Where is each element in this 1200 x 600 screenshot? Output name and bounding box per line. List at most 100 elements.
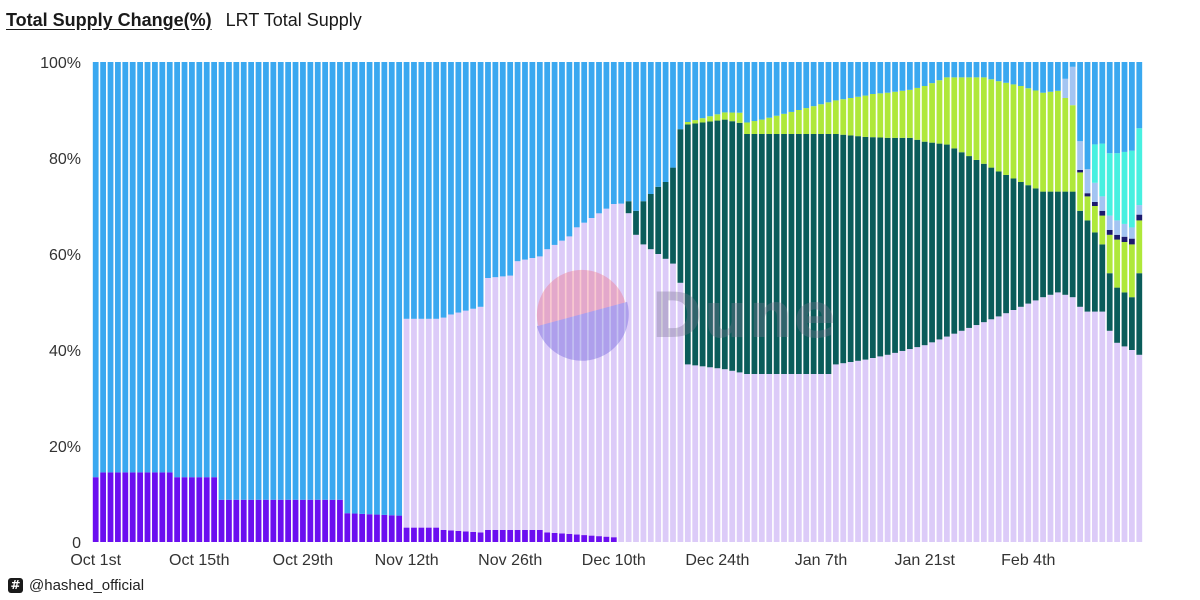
bar-segment [359, 513, 366, 542]
bar-segment [159, 472, 166, 542]
bar-segment [1106, 153, 1113, 216]
bar-segment [773, 62, 780, 116]
bar-segment [803, 62, 810, 109]
bar-segment [1047, 62, 1054, 92]
bar-segment [307, 499, 314, 542]
bar-segment [152, 472, 158, 542]
bar-segment [818, 62, 824, 105]
bar-segment [233, 62, 240, 500]
bar-segment [462, 310, 469, 532]
bar-segment [1040, 92, 1046, 192]
bar-segment [855, 96, 861, 137]
bar-segment [1062, 62, 1069, 79]
bar-segment [492, 62, 499, 278]
bar-segment [448, 62, 454, 315]
bar-segment [1136, 214, 1143, 221]
bar-segment [936, 339, 943, 542]
bar-segment [1084, 311, 1091, 542]
bar-segment [559, 62, 565, 241]
bar-segment [1010, 310, 1017, 542]
bar-segment [189, 62, 195, 478]
bar-segment [1069, 105, 1076, 192]
bar-segment [1136, 273, 1143, 355]
bar-segment [1121, 346, 1128, 542]
bar-segment [714, 120, 721, 369]
bar-segment [721, 369, 728, 542]
bar-segment [899, 90, 906, 138]
bar-segment [270, 62, 277, 500]
bar-segment [551, 532, 558, 542]
bar-segment [862, 95, 869, 137]
bar-segment [684, 124, 691, 365]
bar-segment [736, 112, 743, 123]
bar-segment [240, 62, 247, 500]
bar-segment [522, 530, 528, 542]
bar-segment [958, 77, 965, 153]
bar-segment [795, 134, 802, 374]
bar-segment [1047, 91, 1054, 192]
bar-segment [781, 374, 787, 542]
bar-segment [869, 358, 876, 542]
bar-segment [1062, 294, 1069, 542]
bar-segment [1047, 191, 1054, 295]
bar-segment [729, 62, 736, 113]
bar-segment [862, 62, 869, 96]
bar-segment [1099, 244, 1106, 312]
bar-segment [1017, 62, 1024, 86]
bar-segment [966, 327, 972, 542]
bar-segment [418, 527, 425, 542]
y-axis: 0 20% 40% 60% 80% 100% [40, 55, 81, 552]
bar-segment [351, 513, 358, 542]
bar-segment [433, 62, 440, 319]
bar-segment [707, 116, 713, 122]
bar-segment [751, 121, 758, 134]
bar-segment [966, 156, 972, 328]
bar-segment [1121, 62, 1128, 152]
bar-segment [166, 472, 173, 542]
bar-segment [610, 62, 617, 204]
bar-segment [1055, 191, 1061, 293]
bar-segment [662, 62, 669, 182]
bar-segment [810, 134, 817, 374]
bar-segment [122, 472, 129, 542]
bar-segment [906, 137, 913, 350]
bar-segment [366, 62, 373, 515]
tab-total-supply-change[interactable]: Total Supply Change(%) [6, 9, 212, 30]
bar-segment [1069, 191, 1076, 298]
bar-segment [1106, 215, 1113, 230]
bar-segment [892, 137, 898, 353]
bar-segment [588, 62, 595, 218]
bar-segment [973, 325, 980, 542]
bar-segment [277, 62, 284, 500]
bar-segment [929, 83, 935, 143]
bar-segment [337, 62, 343, 500]
bar-segment [1092, 182, 1098, 202]
bar-segment [351, 62, 358, 514]
bar-segment [899, 137, 906, 351]
bar-segment [1055, 90, 1061, 192]
bar-segment [825, 374, 832, 542]
bar-segment [670, 62, 676, 168]
bar-segment [1032, 188, 1039, 301]
bar-segment [758, 374, 765, 542]
bar-segment [980, 77, 987, 164]
x-tick-label: Dec 24th [685, 552, 749, 569]
bar-segment [359, 62, 366, 514]
bar-segment [744, 134, 750, 374]
bar-segment [862, 359, 869, 542]
bar-segment [522, 259, 528, 530]
x-tick-label: Jan 21st [894, 552, 955, 569]
bar-segment [980, 322, 987, 542]
bar-segment [773, 115, 780, 134]
bar-segment [462, 62, 469, 311]
bar-segment [403, 318, 410, 528]
bar-segment [943, 77, 950, 145]
bar-segment [1032, 300, 1039, 542]
bar-segment [884, 92, 891, 138]
bar-segment [714, 368, 721, 542]
tab-lrt-total-supply[interactable]: LRT Total Supply [225, 9, 362, 30]
bar-segment [462, 531, 469, 542]
bar-segment [1099, 215, 1106, 245]
bar-segment [433, 527, 440, 542]
bar-segment [455, 312, 462, 531]
